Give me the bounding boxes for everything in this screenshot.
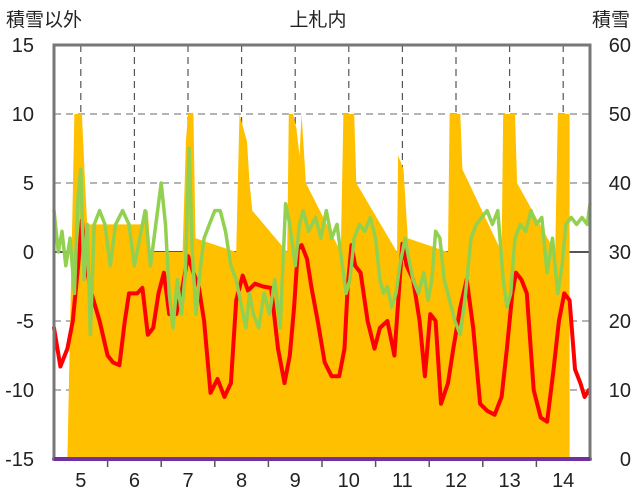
right-tick-label: 40 xyxy=(609,173,631,195)
left-tick-label: -10 xyxy=(5,380,34,402)
right-tick-label: 30 xyxy=(609,242,631,264)
left-axis-label: 積雪以外 xyxy=(6,9,82,31)
right-tick-label: 50 xyxy=(609,104,631,126)
temperature-line xyxy=(52,218,591,424)
x-tick-label: 9 xyxy=(290,470,301,492)
snow-series xyxy=(67,114,570,459)
left-tick-label: 5 xyxy=(23,173,34,195)
left-tick-label: -5 xyxy=(16,311,34,333)
other-line xyxy=(52,146,592,337)
right-tick-label: 20 xyxy=(609,311,631,333)
x-tick-label: 5 xyxy=(75,470,86,492)
x-tick-label: 11 xyxy=(392,470,413,492)
x-tick-label: 12 xyxy=(445,470,467,492)
right-axis-label: 積雪 xyxy=(592,9,630,31)
left-tick-label: 15 xyxy=(12,35,34,57)
x-tick-label: 7 xyxy=(182,470,193,492)
x-tick-label: 6 xyxy=(129,470,140,492)
right-tick-label: 60 xyxy=(609,35,631,57)
right-tick-label: 10 xyxy=(609,380,631,402)
x-tick-label: 8 xyxy=(236,470,247,492)
left-tick-label: 0 xyxy=(23,242,34,264)
left-tick-label: 10 xyxy=(12,104,34,126)
snow-depth-area xyxy=(67,114,570,459)
left-tick-label: -15 xyxy=(5,449,34,471)
x-tick-label: 10 xyxy=(338,470,360,492)
x-tick-label: 14 xyxy=(552,470,574,492)
chart-title: 上札内 xyxy=(289,9,346,31)
x-tick-label: 13 xyxy=(498,470,520,492)
right-tick-label: 0 xyxy=(620,449,631,471)
